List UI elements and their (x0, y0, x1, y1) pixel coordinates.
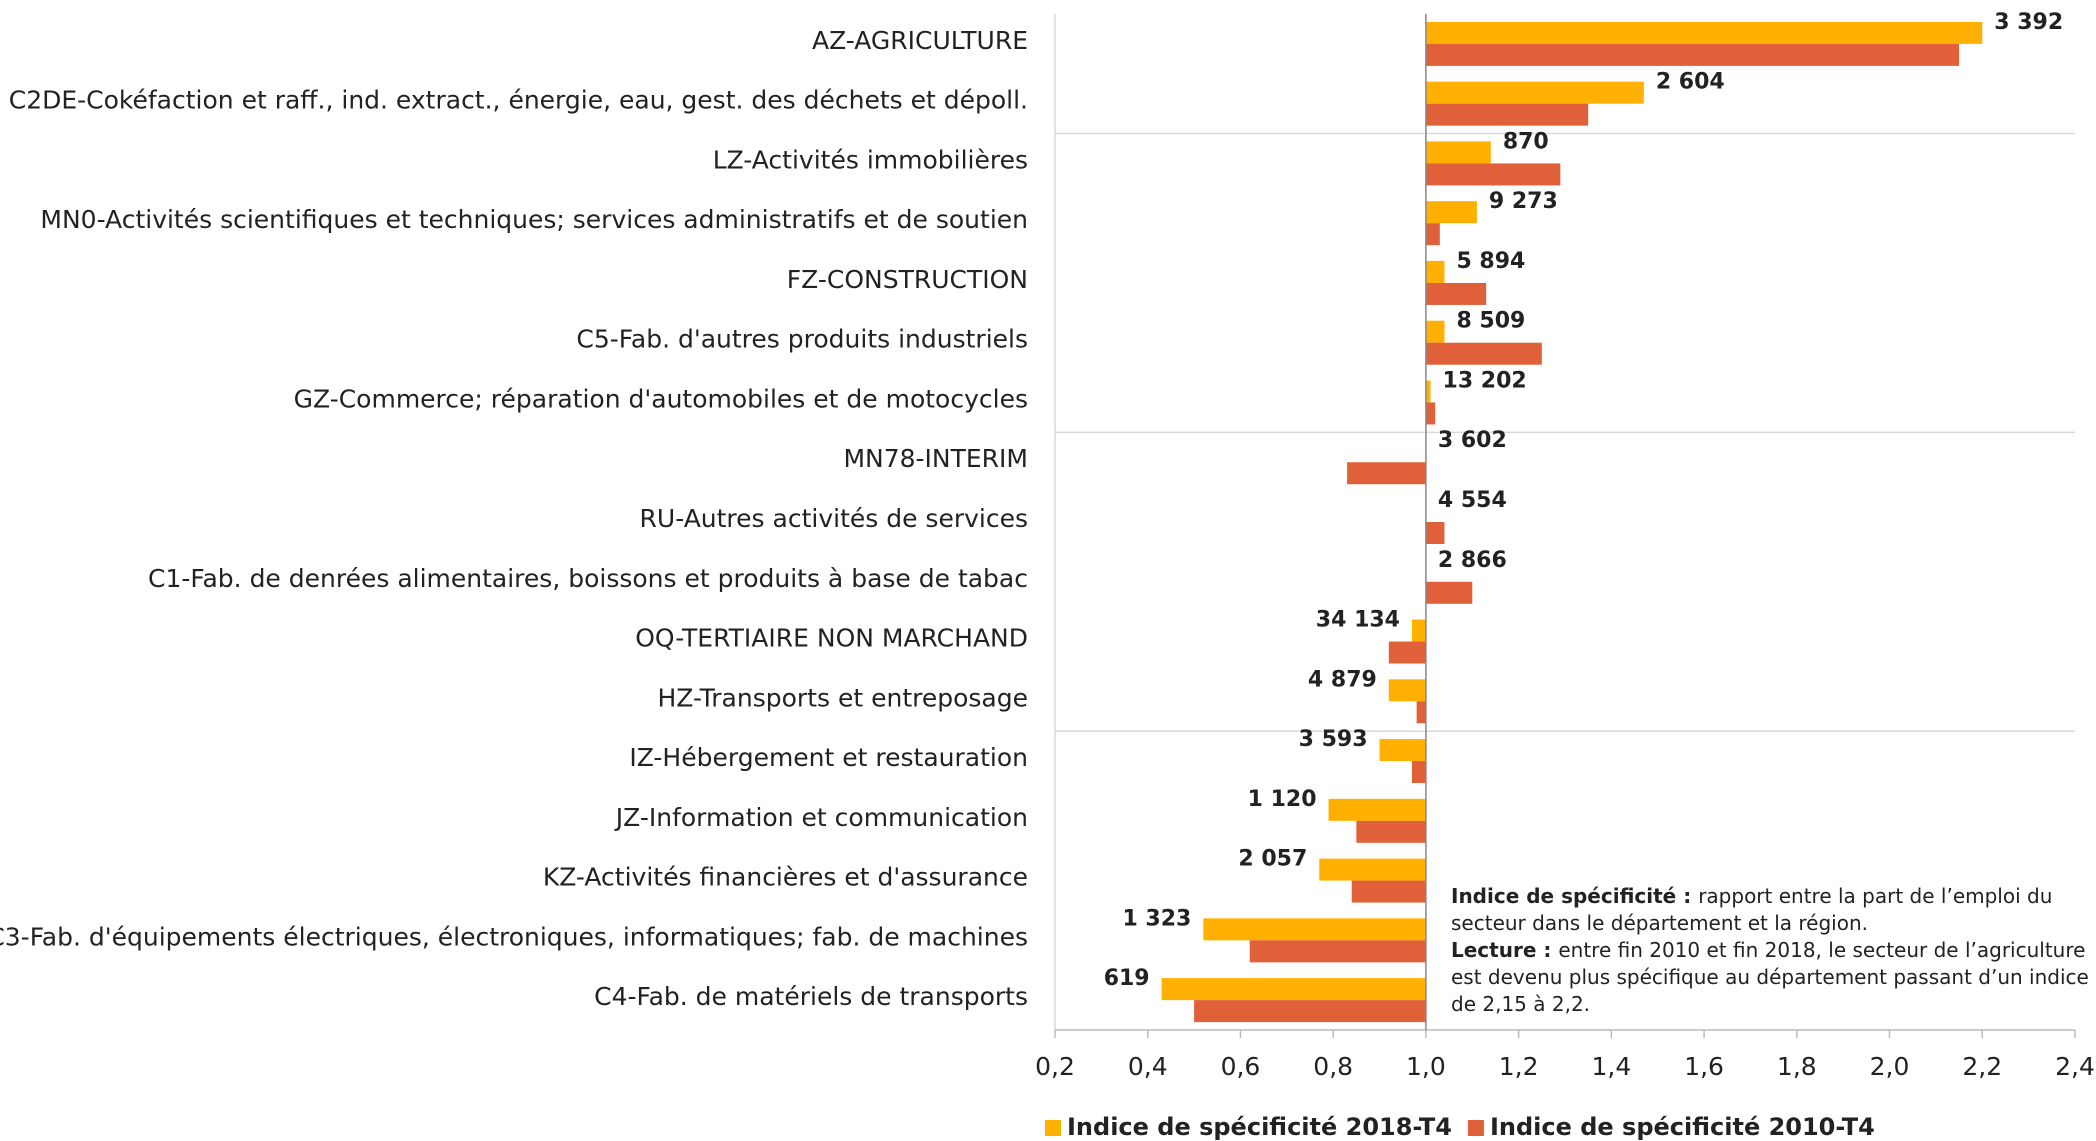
bar (1319, 858, 1426, 881)
bar (1425, 103, 1589, 126)
category-label: AZ-AGRICULTURE (812, 26, 1028, 55)
bar-annotation: 1 120 (1248, 787, 1317, 812)
legend-label: Indice de spécificité 2018-T4 (1067, 1113, 1452, 1141)
bar-annotation: 9 273 (1489, 189, 1558, 214)
bar (1425, 201, 1477, 224)
note-text: est devenu plus spécifique au départemen… (1451, 965, 2089, 989)
bar (1412, 619, 1426, 642)
bar-annotation: 2 604 (1656, 70, 1725, 95)
bar (1425, 43, 1960, 66)
bar (1425, 81, 1644, 104)
bar-annotation: 870 (1503, 129, 1549, 154)
category-label: C5-Fab. d'autres produits industriels (576, 325, 1028, 354)
category-label: OQ-TERTIAIRE NON MARCHAND (635, 624, 1028, 653)
x-tick-label: 1,6 (1684, 1052, 1724, 1081)
bar-annotation: 5 894 (1456, 249, 1525, 274)
bar (1412, 761, 1426, 784)
x-tick-label: 2,2 (1962, 1052, 2002, 1081)
bar-annotation: 3 602 (1438, 428, 1507, 453)
category-label: RU-Autres activités de services (640, 504, 1028, 533)
category-label: LZ-Activités immobilières (713, 145, 1028, 174)
bar (1416, 701, 1426, 724)
note-line: secteur dans le département et la région… (1451, 911, 1868, 935)
bar-annotation: 2 057 (1238, 847, 1307, 872)
bar (1425, 163, 1561, 186)
note-line: de 2,15 à 2,2. (1451, 992, 1590, 1016)
bar (1356, 820, 1426, 843)
bar (1203, 918, 1426, 941)
x-tick-label: 2,0 (1870, 1052, 1910, 1081)
note-line: est devenu plus spécifique au départemen… (1451, 965, 2089, 989)
note-text: de 2,15 à 2,2. (1451, 992, 1590, 1016)
bar-annotation: 3 392 (1994, 10, 2063, 35)
bar-annotation: 13 202 (1443, 368, 1527, 393)
category-label: FZ-CONSTRUCTION (787, 265, 1028, 294)
category-label: IZ-Hébergement et restauration (629, 743, 1028, 772)
x-tick-label: 0,2 (1035, 1052, 1075, 1081)
category-label: C4-Fab. de matériels de transports (594, 982, 1028, 1011)
bar (1425, 380, 1431, 403)
category-label: C3-Fab. d'équipements électriques, élect… (0, 922, 1028, 951)
bar (1347, 462, 1426, 485)
bar-annotation: 34 134 (1316, 608, 1400, 633)
x-tick-label: 0,6 (1221, 1052, 1261, 1081)
category-label: KZ-Activités financières et d'assurance (543, 863, 1028, 892)
category-label: JZ-Information et communication (614, 803, 1028, 832)
bar (1379, 739, 1426, 762)
legend-swatch (1045, 1120, 1061, 1136)
x-tick-label: 2,4 (2055, 1052, 2095, 1081)
legend: Indice de spécificité 2018-T4 Indice de s… (1045, 1113, 1875, 1141)
note-text: rapport entre la part de l’emploi du (1698, 884, 2052, 908)
bar (1425, 320, 1445, 343)
bar (1249, 940, 1426, 963)
x-tick-label: 1,8 (1777, 1052, 1817, 1081)
note-text: entre fin 2010 et fin 2018, le secteur d… (1558, 938, 2085, 962)
x-tick-label: 0,4 (1128, 1052, 1168, 1081)
x-tick-label: 0,8 (1313, 1052, 1353, 1081)
bar (1425, 342, 1542, 365)
legend-swatch (1467, 1120, 1484, 1136)
bar (1425, 223, 1440, 246)
category-label: HZ-Transports et entreposage (657, 683, 1028, 712)
note-text: secteur dans le département et la région… (1451, 911, 1868, 935)
bar (1388, 641, 1426, 664)
bar (1425, 282, 1487, 305)
category-label: GZ-Commerce; réparation d'automobiles et… (294, 384, 1028, 413)
bar-annotation: 619 (1104, 966, 1150, 991)
category-label: MN78-INTERIM (843, 444, 1028, 473)
note-bold: Indice de spécificité : (1451, 884, 1691, 908)
note-bold: Lecture : (1451, 938, 1551, 962)
bar-annotation: 1 323 (1122, 906, 1191, 931)
bar (1425, 260, 1445, 283)
category-label: C2DE-Cokéfaction et raff., ind. extract.… (9, 86, 1028, 115)
bar (1328, 798, 1426, 821)
bar (1425, 402, 1436, 425)
note-line: Lecture : entre fin 2010 et fin 2018, le … (1451, 938, 2085, 962)
bar (1161, 978, 1426, 1001)
bar (1388, 679, 1426, 702)
bar-annotation: 4 879 (1308, 667, 1377, 692)
bar (1351, 880, 1426, 903)
bar (1425, 522, 1445, 544)
note-line: Indice de spécificité : rapport entre la … (1451, 884, 2052, 908)
bar (1425, 141, 1491, 164)
bar-annotation: 4 554 (1438, 488, 1507, 513)
x-tick-label: 1,4 (1591, 1052, 1631, 1081)
x-tick-label: 1,2 (1499, 1052, 1539, 1081)
bar-annotation: 3 593 (1299, 727, 1368, 752)
bar (1194, 1000, 1426, 1023)
legend-label: Indice de spécificité 2010-T4 (1490, 1113, 1875, 1141)
bar (1425, 21, 1983, 44)
x-tick-label: 1,0 (1406, 1052, 1446, 1081)
bar-annotation: 8 509 (1456, 309, 1525, 334)
category-label: C1-Fab. de denrées alimentaires, boisson… (148, 564, 1028, 593)
category-label: MN0-Activités scientifiques et technique… (40, 205, 1028, 234)
bar (1425, 581, 1473, 604)
bar-annotation: 2 866 (1438, 548, 1507, 573)
